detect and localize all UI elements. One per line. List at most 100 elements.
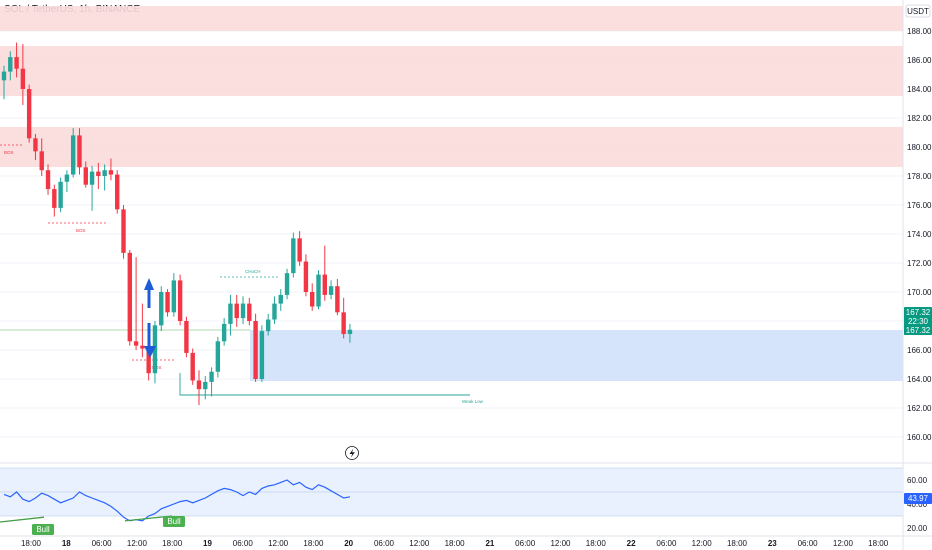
candle[interactable] bbox=[89, 165, 95, 211]
candle[interactable] bbox=[203, 376, 208, 400]
candle[interactable] bbox=[228, 294, 233, 336]
candle-body bbox=[177, 280, 183, 321]
candle-body bbox=[26, 89, 32, 139]
candle[interactable] bbox=[39, 138, 44, 176]
candle-body bbox=[70, 135, 76, 175]
candle-body bbox=[45, 170, 51, 190]
candle[interactable] bbox=[341, 297, 346, 339]
candle[interactable] bbox=[45, 164, 51, 195]
candle[interactable] bbox=[221, 318, 227, 346]
candle[interactable] bbox=[140, 303, 145, 358]
candle[interactable] bbox=[328, 280, 334, 300]
candle-body bbox=[146, 348, 151, 374]
candle[interactable] bbox=[121, 205, 126, 259]
candle[interactable] bbox=[96, 162, 101, 190]
candle[interactable] bbox=[8, 51, 13, 81]
candle[interactable] bbox=[26, 84, 32, 143]
candle-body bbox=[77, 135, 82, 168]
choch-label: CHoCH bbox=[245, 269, 261, 274]
candle[interactable] bbox=[102, 164, 107, 191]
candle[interactable] bbox=[265, 313, 271, 336]
candle-body bbox=[203, 381, 208, 390]
candle[interactable] bbox=[284, 268, 290, 300]
candle-body bbox=[265, 319, 271, 332]
rsi-line bbox=[3, 479, 351, 522]
lightning-icon[interactable] bbox=[345, 446, 359, 460]
candle[interactable] bbox=[70, 128, 76, 178]
candle[interactable] bbox=[215, 336, 221, 378]
price-label: 164.00 bbox=[907, 375, 932, 384]
candle[interactable] bbox=[64, 170, 70, 192]
time-label: 06:00 bbox=[374, 539, 395, 548]
weak-low-label: Weak Low bbox=[462, 399, 484, 404]
last-close-tag bbox=[904, 325, 932, 335]
candle[interactable] bbox=[83, 161, 88, 188]
candle[interactable] bbox=[108, 158, 114, 181]
time-label: 18:00 bbox=[868, 539, 889, 548]
candle-body bbox=[121, 209, 126, 253]
candle[interactable] bbox=[259, 325, 265, 382]
candle[interactable] bbox=[115, 170, 120, 214]
candle-body bbox=[196, 380, 202, 390]
candle[interactable] bbox=[335, 278, 340, 316]
candle[interactable] bbox=[165, 289, 170, 317]
candle[interactable] bbox=[133, 257, 139, 350]
candle[interactable] bbox=[278, 289, 283, 311]
price-label: 184.00 bbox=[907, 85, 932, 94]
candle[interactable] bbox=[184, 316, 189, 358]
time-label: 19 bbox=[203, 539, 212, 548]
candle-body bbox=[20, 68, 26, 89]
candle-body bbox=[316, 274, 321, 307]
price-axis: 188.00 186.00 184.00 182.00 180.00 178.00 176.… bbox=[902, 0, 932, 550]
candle[interactable] bbox=[322, 245, 327, 301]
rsi-axis-label: 20.00 bbox=[907, 524, 928, 533]
candle[interactable] bbox=[240, 296, 246, 324]
candle-body bbox=[140, 345, 145, 349]
candle-body bbox=[14, 57, 19, 69]
currency-label: USDT bbox=[907, 7, 929, 16]
candle[interactable] bbox=[127, 249, 132, 346]
price-label: 180.00 bbox=[907, 143, 932, 152]
candle[interactable] bbox=[316, 270, 321, 310]
lightning-bolt bbox=[349, 448, 355, 458]
countdown: 22:30 bbox=[908, 317, 929, 326]
candle[interactable] bbox=[297, 231, 302, 266]
candle-body bbox=[291, 238, 296, 274]
candle[interactable] bbox=[190, 348, 195, 385]
candle[interactable] bbox=[14, 42, 19, 78]
candle[interactable] bbox=[303, 254, 309, 297]
supply-zone-upper bbox=[0, 46, 903, 96]
bull-divergence-1 bbox=[0, 516, 45, 523]
time-label: 18:00 bbox=[21, 539, 42, 548]
candle[interactable] bbox=[347, 323, 353, 343]
candle[interactable] bbox=[272, 296, 277, 324]
candle[interactable] bbox=[247, 297, 252, 326]
candle[interactable] bbox=[58, 177, 63, 213]
current-price: 167.32 bbox=[906, 308, 931, 317]
candle[interactable] bbox=[234, 294, 239, 327]
bull-text: Bull bbox=[36, 525, 50, 534]
candle[interactable] bbox=[291, 232, 296, 278]
candle[interactable] bbox=[209, 367, 214, 397]
candle[interactable] bbox=[1, 65, 7, 100]
candle[interactable] bbox=[253, 313, 258, 382]
candle-body bbox=[259, 331, 265, 379]
candle[interactable] bbox=[20, 44, 26, 105]
candle[interactable] bbox=[177, 274, 183, 326]
candle[interactable] bbox=[52, 184, 57, 217]
rsi-current-value: 43.97 bbox=[908, 494, 929, 503]
candle[interactable] bbox=[171, 273, 177, 317]
candle-body bbox=[127, 252, 132, 342]
candle[interactable] bbox=[33, 133, 38, 161]
demand-zone bbox=[250, 330, 903, 381]
candle[interactable] bbox=[159, 286, 164, 332]
candle[interactable] bbox=[196, 370, 202, 406]
candle[interactable] bbox=[77, 128, 82, 175]
arrow-down-icon bbox=[144, 323, 156, 358]
time-label: 12:00 bbox=[127, 539, 148, 548]
bull-tag-bg bbox=[163, 516, 185, 527]
candle[interactable] bbox=[152, 321, 158, 384]
candle[interactable] bbox=[310, 283, 315, 311]
price-label: 160.00 bbox=[907, 433, 932, 442]
